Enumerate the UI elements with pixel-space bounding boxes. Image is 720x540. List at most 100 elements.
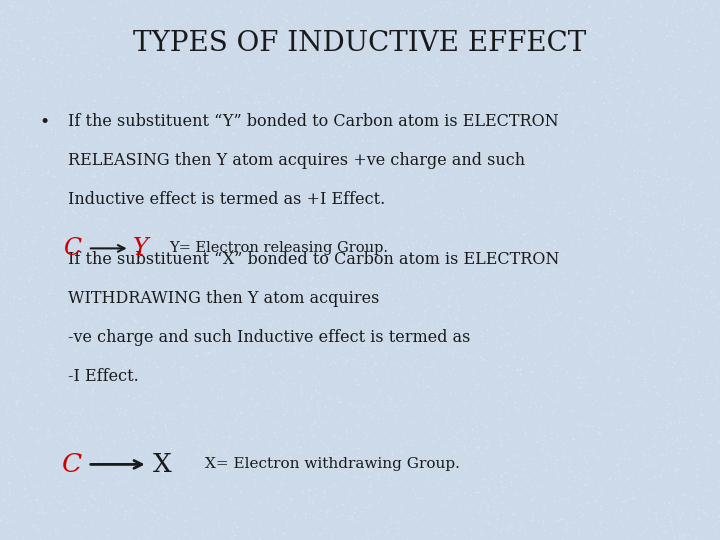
Point <box>489 175 500 184</box>
Point <box>180 187 192 195</box>
Point <box>50 234 62 242</box>
Point <box>307 294 318 303</box>
Point <box>297 320 308 328</box>
Point <box>378 75 390 84</box>
Point <box>456 52 467 60</box>
Point <box>269 76 280 85</box>
Point <box>262 13 274 22</box>
Point <box>636 11 647 19</box>
Point <box>220 382 231 390</box>
Point <box>624 32 635 40</box>
Point <box>645 453 657 461</box>
Point <box>184 289 195 298</box>
Point <box>433 138 445 147</box>
Point <box>454 215 465 224</box>
Point <box>422 247 433 255</box>
Point <box>437 2 449 10</box>
Point <box>272 310 284 319</box>
Point <box>698 84 709 93</box>
Point <box>544 3 556 12</box>
Point <box>256 147 267 156</box>
Point <box>655 470 667 479</box>
Point <box>523 171 534 180</box>
Point <box>412 438 423 447</box>
Point <box>226 318 238 326</box>
Point <box>464 263 475 272</box>
Point <box>411 322 423 330</box>
Point <box>35 475 47 483</box>
Point <box>493 127 505 136</box>
Point <box>33 299 45 308</box>
Point <box>167 53 179 62</box>
Point <box>114 244 125 252</box>
Point <box>100 217 112 225</box>
Point <box>330 147 342 156</box>
Point <box>522 314 534 323</box>
Point <box>165 372 176 381</box>
Point <box>682 147 693 156</box>
Point <box>5 451 17 460</box>
Point <box>39 481 50 490</box>
Point <box>217 432 229 441</box>
Point <box>10 397 22 406</box>
Point <box>238 201 250 210</box>
Point <box>276 397 288 406</box>
Point <box>234 332 246 341</box>
Point <box>585 349 597 357</box>
Point <box>42 246 53 254</box>
Point <box>669 45 680 54</box>
Point <box>171 66 183 75</box>
Point <box>431 287 442 295</box>
Point <box>575 489 586 497</box>
Point <box>633 361 644 370</box>
Point <box>140 374 152 383</box>
Point <box>69 272 81 280</box>
Point <box>350 142 361 151</box>
Point <box>462 115 473 124</box>
Point <box>488 44 500 53</box>
Point <box>280 320 292 329</box>
Point <box>30 526 42 535</box>
Point <box>500 456 512 464</box>
Point <box>675 404 686 413</box>
Point <box>96 455 108 463</box>
Point <box>99 151 110 160</box>
Point <box>282 154 293 163</box>
Point <box>327 273 338 282</box>
Point <box>469 160 480 168</box>
Point <box>356 235 368 244</box>
Point <box>160 334 171 343</box>
Point <box>12 247 24 255</box>
Point <box>191 43 202 51</box>
Point <box>203 388 215 397</box>
Point <box>607 351 618 360</box>
Point <box>714 392 720 400</box>
Point <box>329 481 341 489</box>
Point <box>253 303 264 312</box>
Point <box>418 307 430 315</box>
Point <box>12 113 24 122</box>
Point <box>526 32 537 40</box>
Point <box>40 433 52 442</box>
Point <box>133 204 145 212</box>
Point <box>477 329 489 338</box>
Point <box>584 120 595 129</box>
Point <box>688 117 700 125</box>
Point <box>468 139 480 148</box>
Point <box>7 179 19 187</box>
Point <box>100 205 112 213</box>
Point <box>534 526 545 535</box>
Point <box>163 280 174 289</box>
Point <box>679 427 690 435</box>
Point <box>446 336 457 345</box>
Point <box>392 336 404 345</box>
Point <box>268 496 279 505</box>
Point <box>577 102 589 110</box>
Point <box>77 427 89 436</box>
Point <box>359 340 371 349</box>
Point <box>109 97 121 105</box>
Point <box>684 502 696 511</box>
Point <box>649 472 661 481</box>
Point <box>189 103 200 111</box>
Point <box>695 312 706 320</box>
